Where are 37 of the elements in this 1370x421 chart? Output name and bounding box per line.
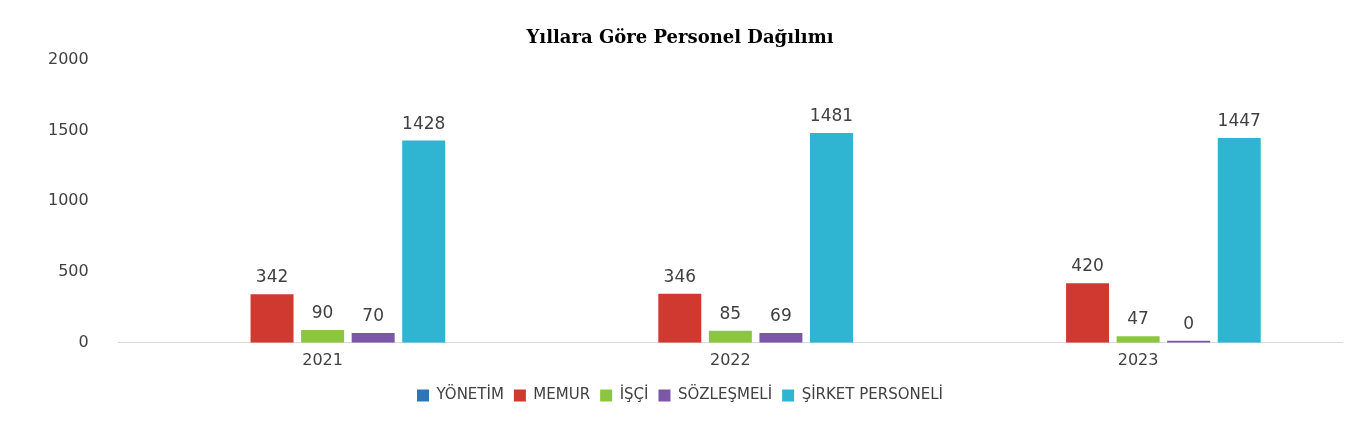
x-tick-label: 2023 — [1117, 349, 1159, 369]
data-label: 85 — [719, 302, 742, 323]
data-label: 90 — [311, 301, 334, 322]
bar — [250, 294, 294, 343]
y-tick-label: 2000 — [48, 48, 89, 68]
data-label: 346 — [663, 265, 697, 286]
y-tick-label: 1000 — [48, 190, 89, 210]
y-tick-label: 0 — [78, 331, 89, 351]
legend-label: ŞİRKET PERSONELİ — [801, 384, 944, 404]
chart-title: Yıllara Göre Personel Dağılımı — [525, 26, 834, 48]
data-label: 1447 — [1217, 109, 1261, 130]
bar — [708, 330, 752, 343]
data-label: 47 — [1127, 308, 1149, 329]
bar — [1217, 137, 1261, 343]
data-label: 420 — [1071, 255, 1104, 276]
legend-label: İŞÇİ — [619, 384, 649, 404]
bar — [759, 333, 803, 343]
data-label: 342 — [255, 266, 289, 287]
data-label: 1428 — [402, 112, 446, 133]
legend-label: MEMUR — [533, 385, 591, 404]
bar — [810, 133, 853, 343]
data-label: 69 — [770, 304, 792, 325]
data-label: 70 — [362, 304, 384, 325]
legend-label: YÖNETİM — [435, 384, 504, 404]
y-tick-label: 500 — [58, 261, 89, 281]
y-tick-label: 1500 — [48, 119, 89, 139]
bar — [1116, 336, 1160, 343]
bar — [1066, 283, 1110, 343]
bar — [402, 140, 446, 343]
data-label: 1481 — [809, 105, 854, 126]
bar — [301, 330, 345, 343]
bar — [658, 293, 702, 343]
data-label: 0 — [1183, 312, 1195, 333]
x-tick-label: 2021 — [302, 349, 343, 369]
legend-label: SÖZLEŞMELİ — [677, 384, 773, 404]
x-tick-label: 2022 — [710, 349, 751, 369]
bar — [351, 332, 395, 343]
